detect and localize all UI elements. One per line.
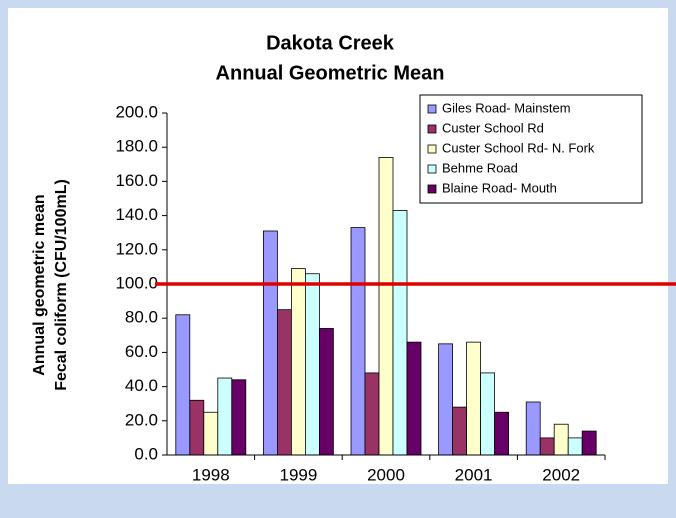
bar <box>553 423 569 456</box>
x-tick-label: 2002 <box>542 465 580 484</box>
y-tick-label: 160.0 <box>115 171 158 190</box>
bar <box>217 377 233 456</box>
bar <box>189 399 205 456</box>
bar <box>378 157 394 456</box>
bar <box>350 227 366 456</box>
legend-label: Behme Road <box>442 160 518 175</box>
y-axis-label: Fecal coliform (CFU/100mL) <box>53 179 70 391</box>
chart-title: Annual Geometric Mean <box>216 62 445 84</box>
chart-title: Dakota Creek <box>266 32 395 54</box>
bar <box>262 230 278 456</box>
legend-label: Giles Road- Mainstem <box>442 100 571 115</box>
legend-label: Custer School Rd- N. Fork <box>442 140 595 155</box>
legend-label: Blaine Road- Mouth <box>442 180 557 195</box>
y-tick-label: 40.0 <box>125 376 158 395</box>
bar <box>452 406 468 456</box>
bar <box>364 372 380 456</box>
bar <box>304 273 320 456</box>
bar <box>466 341 482 456</box>
y-tick-label: 120.0 <box>115 239 158 258</box>
bar <box>525 401 541 456</box>
x-tick-label: 2001 <box>455 465 493 484</box>
y-tick-label: 60.0 <box>125 342 158 361</box>
bar <box>480 372 496 456</box>
legend-label: Custer School Rd <box>442 120 544 135</box>
legend-swatch <box>427 144 437 154</box>
chart-area <box>8 8 668 484</box>
bar <box>494 411 510 456</box>
y-tick-label: 100.0 <box>115 273 158 292</box>
bar <box>203 411 219 456</box>
legend-swatch <box>427 184 437 194</box>
y-tick-label: 200.0 <box>115 102 158 121</box>
x-tick-label: 1999 <box>279 465 317 484</box>
legend-swatch <box>427 104 437 114</box>
y-tick-label: 140.0 <box>115 205 158 224</box>
bar <box>406 341 422 456</box>
bar <box>175 314 191 456</box>
y-axis-label: Annual geometric mean <box>31 194 48 375</box>
x-tick-label: 2000 <box>367 465 405 484</box>
x-tick-label: 1998 <box>192 465 230 484</box>
bar <box>318 328 334 456</box>
bar <box>438 343 454 456</box>
legend-swatch <box>427 124 437 134</box>
bar <box>231 379 247 456</box>
legend-swatch <box>427 164 437 174</box>
bar <box>567 437 583 456</box>
bar <box>276 309 292 456</box>
bar <box>290 268 306 456</box>
y-tick-label: 0.0 <box>134 444 158 463</box>
bar <box>539 437 555 456</box>
legend-box <box>419 94 643 204</box>
y-tick-label: 80.0 <box>125 308 158 327</box>
bar <box>581 430 597 456</box>
bar <box>392 210 408 456</box>
y-tick-label: 180.0 <box>115 137 158 156</box>
y-tick-label: 20.0 <box>125 410 158 429</box>
